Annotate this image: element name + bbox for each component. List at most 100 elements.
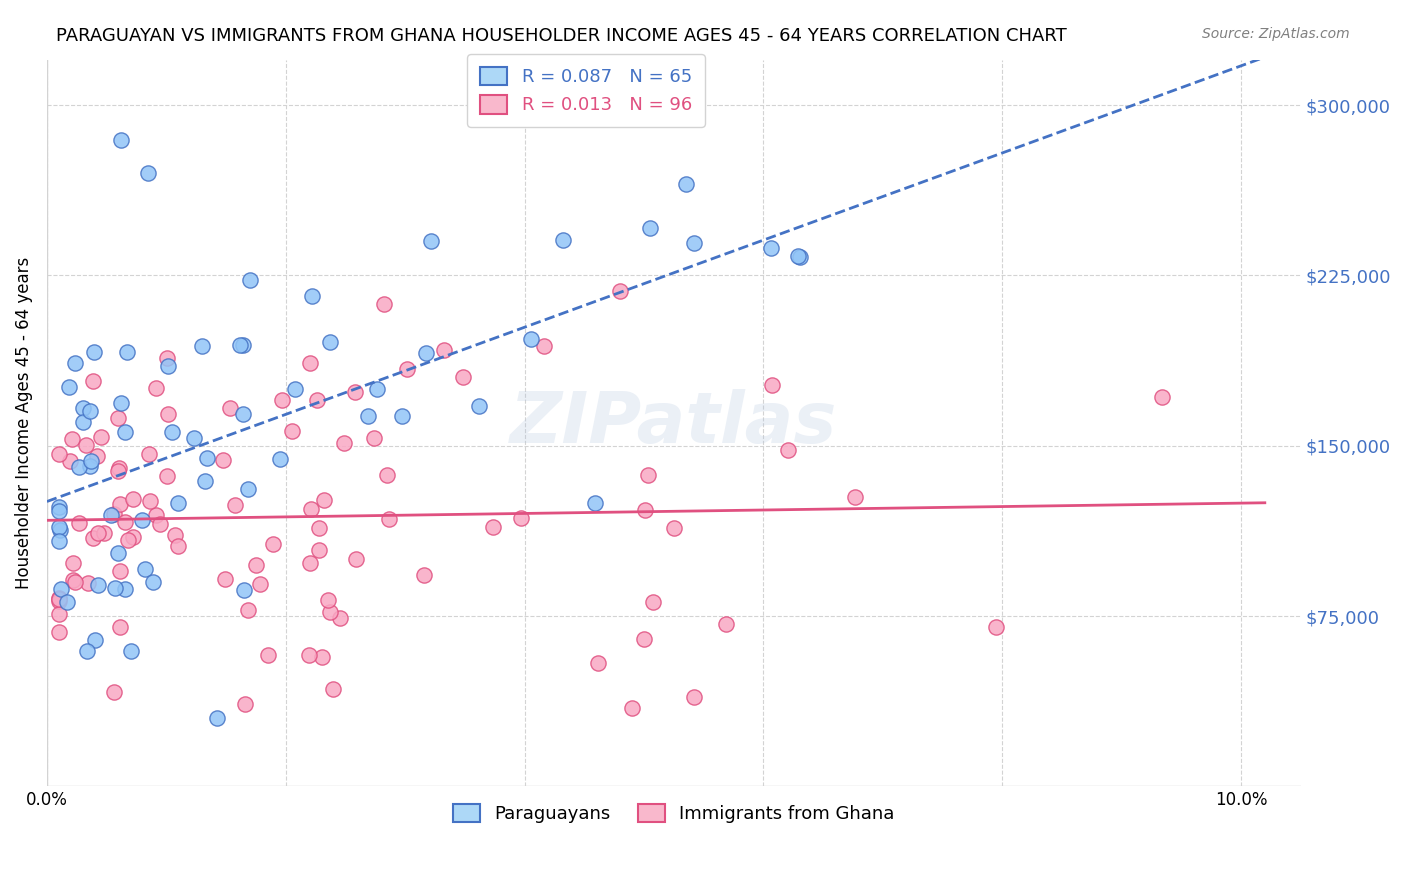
Point xyxy=(716,617,738,632)
Point xyxy=(305,393,328,408)
Point xyxy=(56,595,79,609)
Point xyxy=(236,482,259,496)
Point xyxy=(319,605,342,619)
Point xyxy=(75,438,97,452)
Point xyxy=(191,339,214,353)
Point xyxy=(786,249,808,263)
Point xyxy=(122,492,145,507)
Point xyxy=(356,409,378,423)
Point xyxy=(121,530,143,544)
Point xyxy=(90,430,112,444)
Point xyxy=(1150,390,1173,404)
Point xyxy=(142,574,165,589)
Text: ZIPatlas: ZIPatlas xyxy=(510,389,838,458)
Point xyxy=(58,380,80,394)
Point xyxy=(48,504,70,518)
Point xyxy=(107,410,129,425)
Point xyxy=(232,407,254,421)
Point xyxy=(195,451,218,466)
Point xyxy=(333,436,356,450)
Point xyxy=(482,520,505,534)
Point xyxy=(48,593,70,607)
Point xyxy=(107,546,129,560)
Point xyxy=(86,449,108,463)
Point xyxy=(776,443,799,458)
Point xyxy=(157,407,180,421)
Point xyxy=(108,564,131,578)
Point xyxy=(157,359,180,373)
Point xyxy=(87,578,110,592)
Point xyxy=(533,338,555,352)
Point xyxy=(107,464,129,478)
Point xyxy=(62,556,84,570)
Point xyxy=(318,592,340,607)
Point xyxy=(194,474,217,488)
Point xyxy=(79,459,101,474)
Point xyxy=(583,496,606,510)
Point xyxy=(682,236,704,251)
Point xyxy=(108,460,131,475)
Point xyxy=(114,582,136,596)
Point xyxy=(114,516,136,530)
Text: Source: ZipAtlas.com: Source: ZipAtlas.com xyxy=(1202,27,1350,41)
Point xyxy=(633,632,655,646)
Point xyxy=(984,620,1007,634)
Point xyxy=(586,656,609,670)
Point xyxy=(87,526,110,541)
Point xyxy=(62,573,84,587)
Point xyxy=(156,351,179,365)
Point xyxy=(166,496,188,510)
Y-axis label: Householder Income Ages 45 - 64 years: Householder Income Ages 45 - 64 years xyxy=(15,257,32,589)
Point xyxy=(620,701,643,715)
Point xyxy=(844,490,866,504)
Point xyxy=(114,425,136,439)
Point xyxy=(167,539,190,553)
Point xyxy=(270,392,292,407)
Point xyxy=(322,682,344,697)
Point xyxy=(375,468,398,483)
Point xyxy=(298,648,321,662)
Point xyxy=(761,241,783,255)
Point xyxy=(145,508,167,522)
Point xyxy=(77,575,100,590)
Point xyxy=(145,381,167,395)
Point xyxy=(683,690,706,704)
Point xyxy=(48,625,70,640)
Point xyxy=(256,648,278,662)
Point xyxy=(48,533,70,548)
Point xyxy=(156,469,179,483)
Point xyxy=(433,343,456,357)
Point xyxy=(59,454,82,468)
Point xyxy=(48,591,70,606)
Point xyxy=(396,362,419,376)
Point xyxy=(67,516,90,530)
Point xyxy=(299,556,322,570)
Point xyxy=(551,233,574,247)
Point xyxy=(131,513,153,527)
Point xyxy=(637,468,659,483)
Point xyxy=(761,378,783,392)
Point xyxy=(80,454,103,468)
Point xyxy=(67,459,90,474)
Point xyxy=(314,492,336,507)
Point xyxy=(308,542,330,557)
Point xyxy=(415,346,437,360)
Point xyxy=(214,572,236,586)
Point xyxy=(48,447,70,461)
Point xyxy=(298,355,321,369)
Point xyxy=(633,503,655,517)
Point xyxy=(165,528,187,542)
Point xyxy=(366,382,388,396)
Point xyxy=(79,404,101,418)
Point xyxy=(344,552,367,566)
Point xyxy=(675,177,697,191)
Point xyxy=(136,166,159,180)
Point xyxy=(609,284,631,298)
Point xyxy=(82,531,104,545)
Point xyxy=(299,501,322,516)
Point xyxy=(76,644,98,658)
Point xyxy=(311,649,333,664)
Legend: Paraguayans, Immigrants from Ghana: Paraguayans, Immigrants from Ghana xyxy=(440,791,907,836)
Point xyxy=(219,401,242,415)
Point xyxy=(48,592,70,607)
